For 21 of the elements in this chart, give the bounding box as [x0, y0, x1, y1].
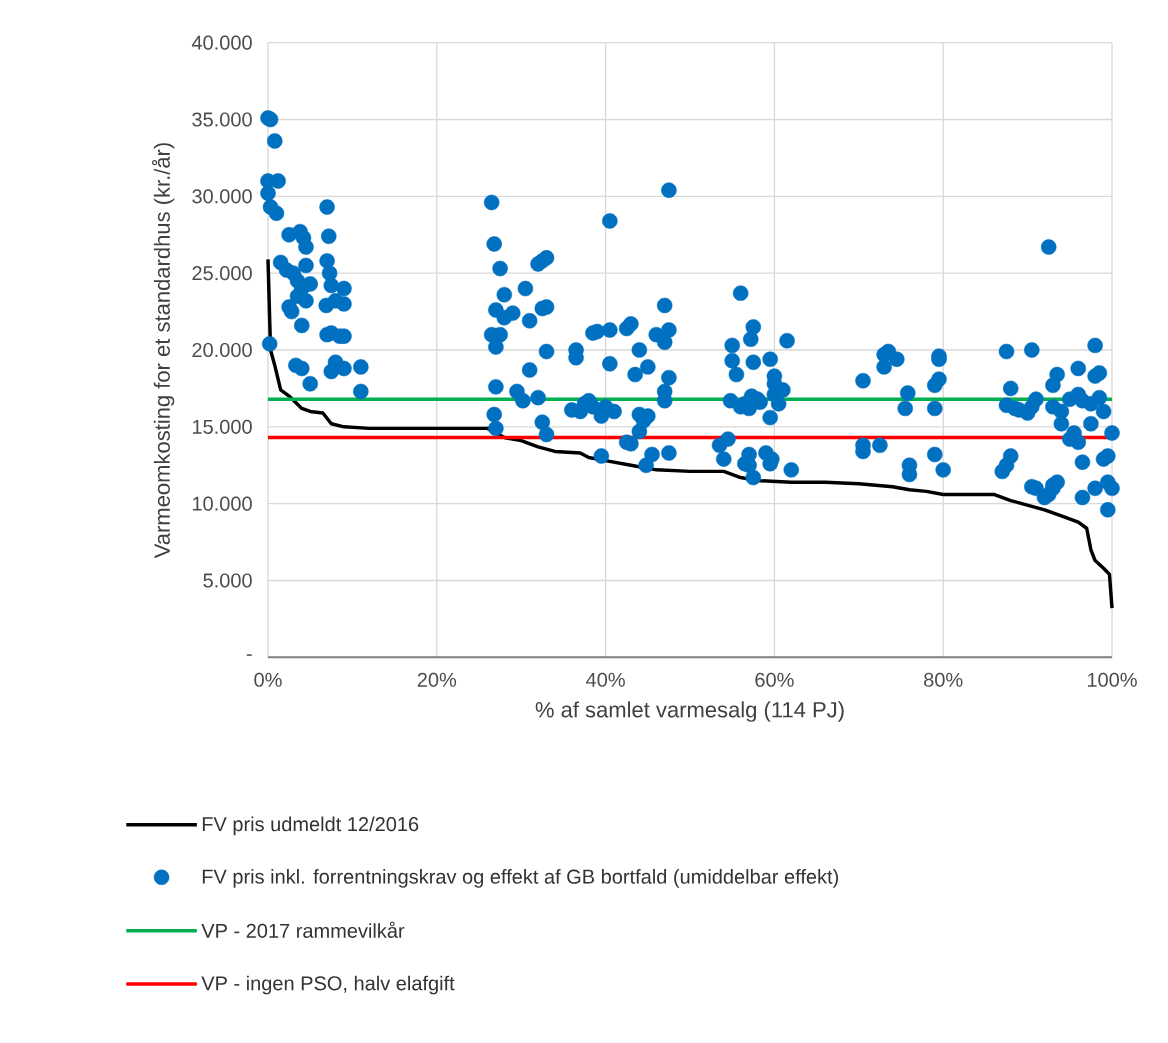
y-tick-label: 25.000	[192, 266, 252, 281]
y-tick-label: 10.000	[192, 496, 252, 511]
legend-label: VP - ingen PSO, halv elafgift	[201, 975, 455, 995]
y-tick-label: 40.000	[191, 35, 252, 50]
legend-label: VP - 2017 rammevilkår	[201, 921, 405, 939]
x-tick-label: 20%	[417, 672, 457, 688]
legend-label: FV pris inkl. forrentningskrav og effekt af GB bortfald (umiddelbar effekt)	[202, 869, 839, 888]
legend-label: FV pris udmeldt 12/2016	[202, 816, 419, 836]
x-tick-label: 80%	[924, 672, 963, 688]
y-tick-label: 5.000	[203, 573, 252, 588]
x-tick-label: 0%	[254, 672, 282, 688]
y-tick-label: 35.000	[192, 112, 252, 127]
y-tick-label: -	[246, 654, 252, 657]
x-axis-title: % af samlet varmesalg (114 PJ)	[535, 701, 844, 723]
y-axis-title: Varmeomkosting for et standardhus (kr./år)	[152, 143, 175, 559]
x-tick-label: 40%	[586, 672, 625, 688]
y-tick-label: 15.000	[192, 419, 252, 435]
x-tick-label: 60%	[755, 672, 794, 688]
y-tick-label: 30.000	[192, 189, 252, 204]
x-tick-label: 100%	[1087, 672, 1137, 688]
y-tick-label: 20.000	[192, 343, 252, 358]
